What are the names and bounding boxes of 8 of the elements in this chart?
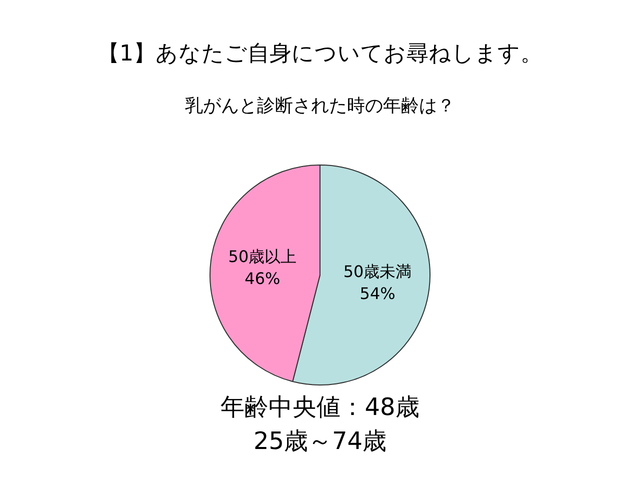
data-label: 54%: [360, 284, 396, 303]
chart-title: 【1】あなたご自身についてお尋ねします。: [98, 42, 542, 66]
slice-label: 50歳以上: [228, 247, 297, 266]
slice-label: 50歳未満: [343, 262, 412, 281]
text: 25歳～74歳: [253, 427, 387, 455]
text: 年齢中央値：48歳: [220, 393, 420, 421]
data-label: 46%: [244, 269, 280, 288]
chart-subtitle: 乳がんと診断された時の年齢は？: [185, 96, 455, 116]
